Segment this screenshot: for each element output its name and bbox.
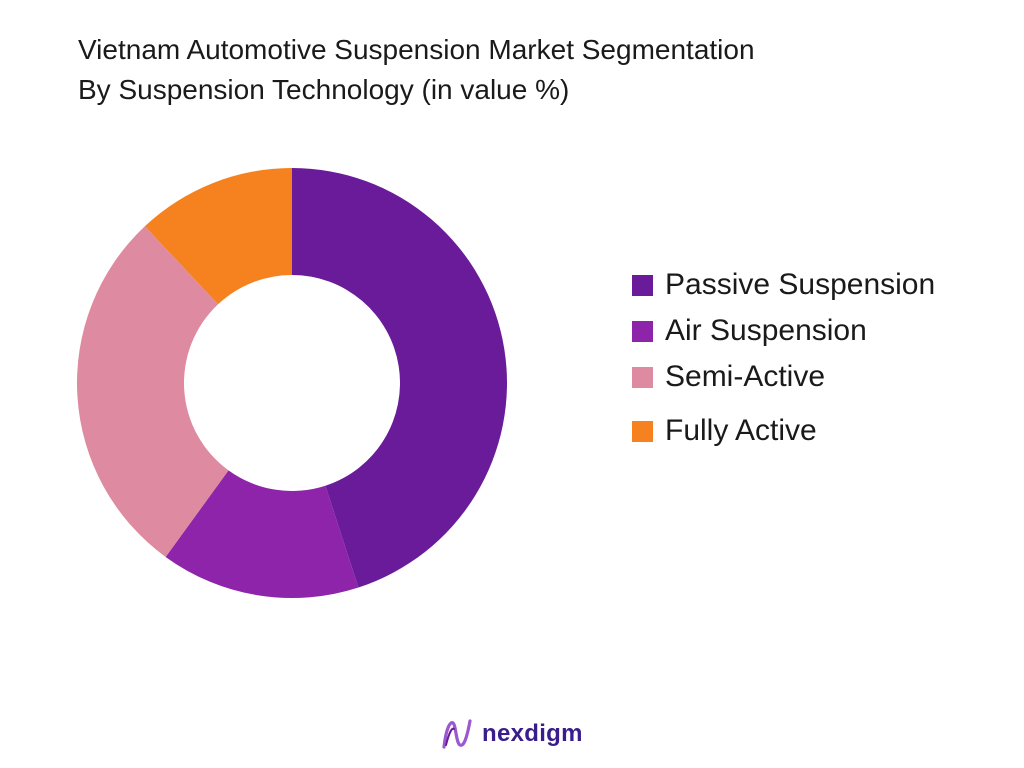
legend-swatch <box>632 274 653 296</box>
chart-title-line-1: Vietnam Automotive Suspension Market Seg… <box>78 34 755 65</box>
legend-swatch <box>632 320 653 342</box>
legend-label: Air Suspension <box>665 314 867 347</box>
donut-slice-passive-suspension <box>292 168 508 588</box>
legend-swatch <box>632 366 653 388</box>
chart-legend: Passive Suspension Air Suspension Semi-A… <box>632 262 935 454</box>
legend-swatch <box>632 420 653 442</box>
legend-item-passive-suspension: Passive Suspension <box>632 262 935 308</box>
donut-slice-air-suspension <box>165 470 359 598</box>
chart-title: Vietnam Automotive Suspension Market Seg… <box>78 30 978 110</box>
legend-label: Passive Suspension <box>665 268 936 301</box>
brand-name: nexdigm <box>482 720 583 747</box>
legend-item-fully-active: Fully Active <box>632 408 935 454</box>
nexdigm-logo-icon <box>442 719 472 749</box>
donut-slice-fully-active <box>144 168 292 305</box>
brand-logo: nexdigm <box>440 714 583 754</box>
legend-label: Fully Active <box>665 414 817 447</box>
donut-slice-semi-active <box>76 226 229 557</box>
legend-item-air-suspension: Air Suspension <box>632 308 935 354</box>
legend-item-semi-active: Semi-Active <box>632 354 935 400</box>
chart-title-line-2: By Suspension Technology (in value %) <box>78 74 570 105</box>
legend-label: Semi-Active <box>665 360 826 393</box>
